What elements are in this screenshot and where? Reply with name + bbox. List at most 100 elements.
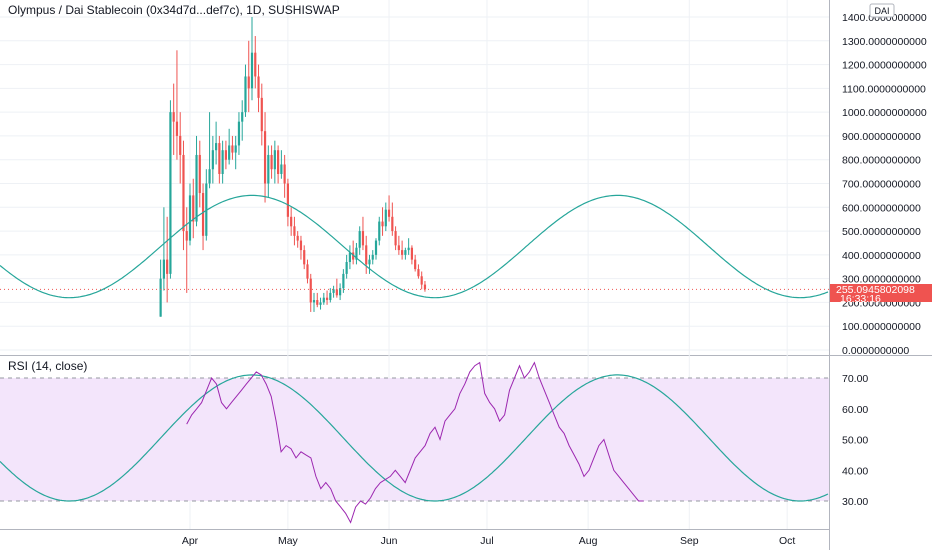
candle-body[interactable] — [303, 250, 306, 265]
candle-body[interactable] — [401, 250, 404, 255]
candle-body[interactable] — [312, 300, 316, 303]
candle-body[interactable] — [309, 278, 312, 303]
candle-body[interactable] — [319, 302, 322, 305]
candle-body[interactable] — [329, 292, 332, 301]
candle-body[interactable] — [250, 52, 254, 89]
candle-body[interactable] — [381, 221, 384, 227]
candle-body[interactable] — [283, 164, 286, 184]
candle-body[interactable] — [162, 259, 165, 279]
candle-body[interactable] — [361, 231, 365, 246]
candle-body[interactable] — [397, 245, 400, 251]
currency-badge[interactable]: DAI — [874, 6, 889, 16]
candle-body[interactable] — [198, 154, 201, 194]
candle-body[interactable] — [185, 231, 188, 241]
candle-body[interactable] — [195, 154, 198, 222]
candle-body[interactable] — [192, 195, 195, 222]
rsi-tick-label: 60.00 — [842, 404, 868, 416]
candle-body[interactable] — [371, 254, 374, 260]
candle-body[interactable] — [179, 135, 182, 155]
candle-body[interactable] — [215, 143, 218, 151]
candle-body[interactable] — [234, 145, 237, 153]
price-tick-label: 1100.0000000000 — [842, 83, 926, 95]
candle-body[interactable] — [228, 145, 231, 160]
candle-body[interactable] — [237, 121, 241, 146]
candle-body[interactable] — [345, 261, 348, 274]
candle-body[interactable] — [211, 150, 214, 170]
candle-body[interactable] — [290, 216, 293, 227]
candle-body[interactable] — [172, 112, 175, 122]
candle-body[interactable] — [355, 247, 358, 260]
candle-body[interactable] — [273, 150, 276, 170]
candle-body[interactable] — [166, 259, 169, 274]
candle-body[interactable] — [267, 154, 270, 184]
candle-body[interactable] — [296, 235, 299, 241]
candle-body[interactable] — [169, 112, 172, 274]
time-tick-label: Jun — [381, 535, 398, 547]
candle-body[interactable] — [325, 297, 329, 301]
candle-body[interactable] — [263, 131, 267, 184]
candle-body[interactable] — [306, 264, 309, 279]
candle-body[interactable] — [201, 193, 205, 236]
last-price-badge — [830, 284, 932, 302]
candle-body[interactable] — [391, 216, 394, 232]
candle-body[interactable] — [260, 97, 263, 132]
candle-body[interactable] — [332, 289, 335, 293]
candle-body[interactable] — [365, 245, 368, 265]
candle-body[interactable] — [348, 252, 352, 262]
sine-line-rsi — [0, 374, 829, 502]
candle-body[interactable] — [368, 259, 371, 265]
candle-body[interactable] — [410, 247, 414, 260]
candle-body[interactable] — [218, 143, 221, 174]
candle-body[interactable] — [299, 240, 303, 251]
candle-body[interactable] — [335, 289, 338, 296]
candle-body[interactable] — [394, 231, 397, 246]
candle-body[interactable] — [270, 154, 273, 170]
candle-body[interactable] — [420, 276, 423, 285]
candle-body[interactable] — [339, 288, 342, 296]
candle-body[interactable] — [241, 112, 244, 122]
rsi-label: RSI (14, close) — [8, 359, 87, 373]
currency-badge-box[interactable] — [869, 3, 895, 18]
candle-body[interactable] — [342, 273, 345, 289]
candle-body[interactable] — [205, 183, 208, 236]
candle-body[interactable] — [387, 209, 391, 217]
candles-layer[interactable] — [0, 17, 829, 317]
candle-body[interactable] — [277, 150, 280, 174]
candle-body[interactable] — [159, 278, 162, 317]
candle-body[interactable] — [322, 297, 325, 303]
candle-body[interactable] — [423, 284, 427, 290]
candle-body[interactable] — [316, 300, 319, 305]
candle-body[interactable] — [358, 231, 361, 248]
candle-body[interactable] — [384, 209, 387, 227]
rsi-tick-label: 40.00 — [842, 465, 868, 477]
candle-body[interactable] — [404, 250, 407, 255]
candle-body[interactable] — [188, 195, 192, 241]
candle-body[interactable] — [224, 150, 227, 160]
candle-body[interactable] — [378, 221, 381, 241]
candle-body[interactable] — [286, 183, 289, 217]
candle-body[interactable] — [352, 252, 355, 260]
rsi-tick-label: 30.00 — [842, 496, 868, 508]
candle-body[interactable] — [254, 52, 257, 77]
candle-body[interactable] — [374, 240, 378, 255]
candle-body[interactable] — [257, 76, 260, 98]
bar-countdown: 16:33:16 — [840, 293, 881, 305]
rsi-band-layer — [0, 377, 829, 502]
candle-body[interactable] — [247, 76, 250, 89]
candle-body[interactable] — [208, 169, 211, 184]
candle-body[interactable] — [244, 76, 247, 113]
candle-body[interactable] — [417, 269, 420, 277]
candle-body[interactable] — [293, 226, 296, 236]
candle-body[interactable] — [175, 121, 179, 136]
candle-body[interactable] — [182, 154, 185, 232]
candle-body[interactable] — [221, 150, 224, 174]
candle-body[interactable] — [231, 145, 234, 153]
price-tick-label: 600.0000000000 — [842, 202, 921, 214]
candle-body[interactable] — [407, 247, 410, 251]
candle-body[interactable] — [414, 259, 417, 270]
price-tick-label: 800.0000000000 — [842, 155, 921, 167]
price-tick-label: 1000.0000000000 — [842, 107, 927, 119]
price-tick-label: 400.0000000000 — [842, 250, 921, 262]
candle-body[interactable] — [280, 164, 283, 174]
